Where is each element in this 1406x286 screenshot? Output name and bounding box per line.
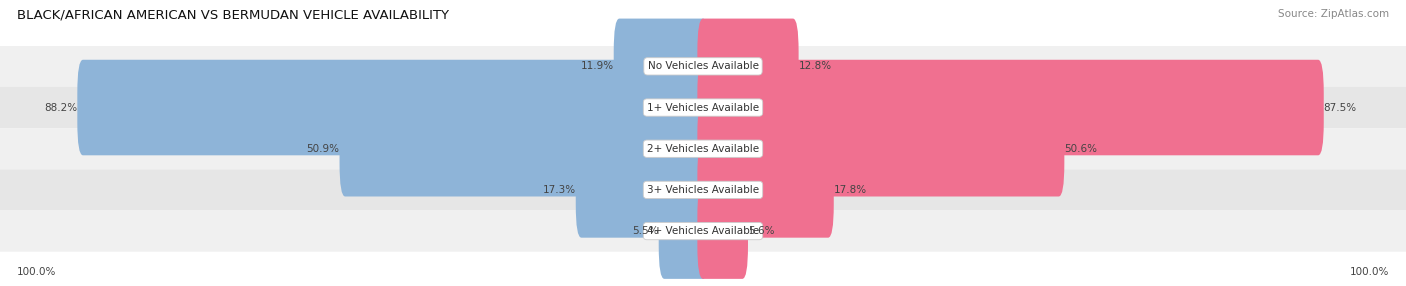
Text: 5.5%: 5.5% <box>633 226 658 236</box>
FancyBboxPatch shape <box>614 19 709 114</box>
Text: 17.3%: 17.3% <box>543 185 576 195</box>
FancyBboxPatch shape <box>0 169 1406 210</box>
Text: 87.5%: 87.5% <box>1324 103 1357 112</box>
FancyBboxPatch shape <box>576 142 709 238</box>
Text: 2+ Vehicles Available: 2+ Vehicles Available <box>647 144 759 154</box>
Text: 100.0%: 100.0% <box>1350 267 1389 277</box>
FancyBboxPatch shape <box>0 46 1406 87</box>
FancyBboxPatch shape <box>77 60 709 155</box>
Text: 11.9%: 11.9% <box>581 61 614 71</box>
FancyBboxPatch shape <box>697 101 1064 196</box>
Text: 100.0%: 100.0% <box>17 267 56 277</box>
Text: 5.6%: 5.6% <box>748 226 775 236</box>
FancyBboxPatch shape <box>697 142 834 238</box>
Text: 88.2%: 88.2% <box>44 103 77 112</box>
Text: 17.8%: 17.8% <box>834 185 868 195</box>
Text: 50.9%: 50.9% <box>307 144 340 154</box>
Text: 1+ Vehicles Available: 1+ Vehicles Available <box>647 103 759 112</box>
Text: 50.6%: 50.6% <box>1064 144 1097 154</box>
FancyBboxPatch shape <box>697 183 748 279</box>
FancyBboxPatch shape <box>340 101 709 196</box>
Text: 12.8%: 12.8% <box>799 61 832 71</box>
FancyBboxPatch shape <box>658 183 709 279</box>
Text: No Vehicles Available: No Vehicles Available <box>648 61 758 71</box>
Text: 3+ Vehicles Available: 3+ Vehicles Available <box>647 185 759 195</box>
FancyBboxPatch shape <box>697 60 1324 155</box>
Text: BLACK/AFRICAN AMERICAN VS BERMUDAN VEHICLE AVAILABILITY: BLACK/AFRICAN AMERICAN VS BERMUDAN VEHIC… <box>17 9 449 21</box>
Text: Source: ZipAtlas.com: Source: ZipAtlas.com <box>1278 9 1389 19</box>
FancyBboxPatch shape <box>697 19 799 114</box>
FancyBboxPatch shape <box>0 210 1406 252</box>
FancyBboxPatch shape <box>0 128 1406 169</box>
FancyBboxPatch shape <box>0 87 1406 128</box>
Text: 4+ Vehicles Available: 4+ Vehicles Available <box>647 226 759 236</box>
